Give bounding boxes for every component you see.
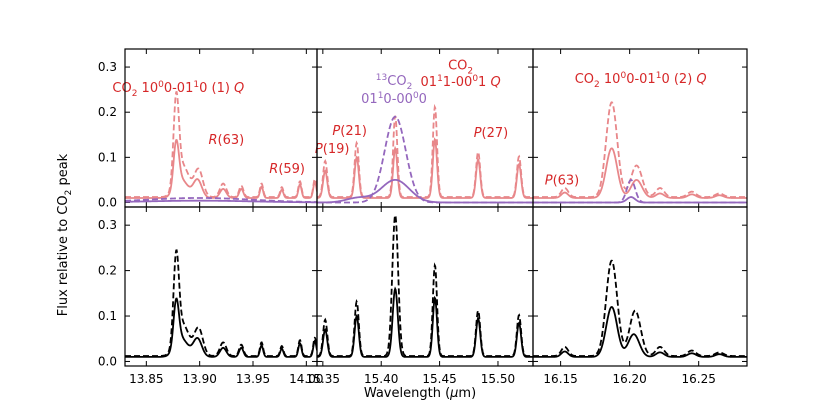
y-axis-label-sub: 2 xyxy=(64,190,74,196)
y-tick-label: 0.3 xyxy=(98,218,117,232)
annotation-6: CO2 xyxy=(448,58,473,76)
series-4-panel-1-line xyxy=(317,286,533,358)
annotation-2: R(59) xyxy=(269,162,305,177)
panel-frames xyxy=(124,48,748,367)
x-tick-label: 15.35 xyxy=(306,372,340,386)
x-tick-label: 16.20 xyxy=(612,372,646,386)
annotation-8: 13CO2 xyxy=(376,73,413,92)
series-1-panel-0-line xyxy=(125,90,317,198)
panel-frame-0-bottom xyxy=(124,206,318,367)
x-tick-label: 16.25 xyxy=(681,372,715,386)
x-axis-label: Wavelength (μm) xyxy=(364,386,476,401)
y-tick-label: 0.0 xyxy=(98,354,117,368)
y-axis-label-main: Flux relative to CO xyxy=(56,195,71,316)
series-2-panel-1-line xyxy=(317,178,533,204)
annotation-10: CO2 1000-0110 (2) Q xyxy=(575,71,707,90)
series-0-panel-2-line xyxy=(533,147,747,199)
x-tick-label: 14.00 xyxy=(289,372,323,386)
annotation-3: P(19) xyxy=(315,142,350,157)
annotation-1: R(63) xyxy=(208,133,244,148)
series-3-panel-1-line xyxy=(317,115,533,204)
annotation-9: 0110-0000 xyxy=(361,91,427,107)
series-5-panel-2-line xyxy=(533,259,747,357)
y-tick-label: 0.2 xyxy=(98,105,117,119)
x-tick-label: 16.15 xyxy=(543,372,577,386)
spectral-lines xyxy=(125,90,747,358)
y-tick-label: 0.0 xyxy=(98,195,117,209)
line-annotations: CO2 1000-0110 (1) Q R(63) R(59) P(19) P(21) P… xyxy=(112,58,706,188)
annotation-5: P(27) xyxy=(474,126,509,141)
panel-frame-0-top xyxy=(124,48,318,208)
x-tick-label: 13.95 xyxy=(236,372,270,386)
y-tick-label: 0.2 xyxy=(98,264,117,278)
annotation-0: CO2 1000-0110 (1) Q xyxy=(112,80,244,99)
panel-frame-2-bottom xyxy=(532,206,748,367)
x-tick-label: 15.40 xyxy=(364,372,398,386)
x-tick-label: 13.85 xyxy=(129,372,163,386)
x-axis-label-mu: μ xyxy=(449,386,458,401)
x-tick-label: 15.50 xyxy=(481,372,515,386)
y-tick-label: 0.3 xyxy=(98,60,117,74)
axes: 0.0 0.1 0.2 0.3 0.0 0.1 0.2 0.3 13.85 13.90 13.95 1… xyxy=(98,49,747,386)
y-tick-label: 0.1 xyxy=(98,150,117,164)
x-tick-label: 13.90 xyxy=(182,372,216,386)
y-axis-label: Flux relative to CO2 peak xyxy=(56,153,74,316)
series-3-panel-0-line xyxy=(125,197,317,203)
annotation-7: 0111-0001 Q xyxy=(421,74,501,90)
annotation-11: P(63) xyxy=(545,173,580,188)
series-4-panel-2-line xyxy=(533,306,747,358)
panel-frame-1-bottom xyxy=(316,206,534,367)
x-axis-label-main: Wavelength ( xyxy=(364,386,450,401)
y-tick-label: 0.1 xyxy=(98,309,117,323)
series-2-panel-0-line xyxy=(125,199,317,204)
series-2-panel-2-line xyxy=(533,196,747,204)
series-5-panel-0-line xyxy=(125,249,317,357)
x-axis-label-tail: m) xyxy=(458,386,476,401)
x-tick-label: 15.45 xyxy=(422,372,456,386)
series-4-panel-0-line xyxy=(125,297,317,358)
series-5-panel-1-line xyxy=(317,214,533,357)
series-1-panel-2-line xyxy=(533,101,747,198)
y-axis-label-tail: peak xyxy=(56,153,71,189)
series-1-panel-1-line xyxy=(317,103,533,198)
annotation-4: P(21) xyxy=(332,124,367,139)
